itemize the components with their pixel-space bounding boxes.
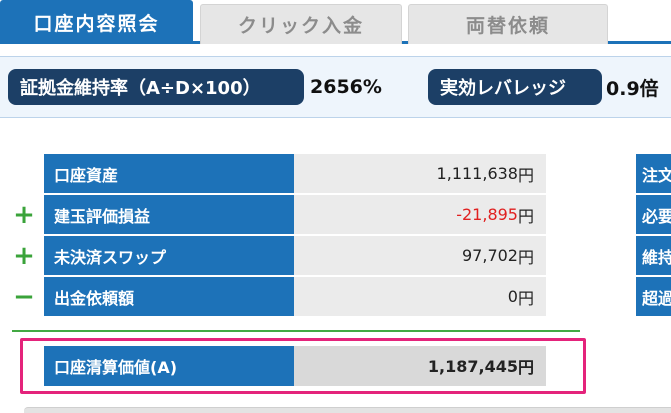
margin-summary-band: 証拠金維持率（A÷D×100） 2656% 実効レバレッジ 0.9倍 [0,56,671,118]
right-label-maintenance: 維持 [636,236,671,276]
tab-account-inquiry[interactable]: 口座内容照会 [0,0,193,44]
row-value: -21,895 円 [294,195,546,235]
minus-sign: − [13,282,35,312]
highlight-frame [20,338,586,394]
table-row-account-assets: 口座資産 1,111,638 円 [0,154,560,194]
plus-sign: + [13,200,35,230]
right-label-required: 必要 [636,195,671,235]
effective-leverage-value: 0.9倍 [606,77,659,100]
tab-click-deposit[interactable]: クリック入金 [200,4,402,44]
table-row-liquidation-value: 口座清算価値(A) 1,187,445 円 [44,346,554,386]
row-value: 1,111,638 円 [294,154,546,194]
row-label: 建玉評価損益 [44,195,294,235]
total-amount: 1,187,445 [427,356,518,376]
row-unit: 円 [517,206,534,226]
total-label: 口座清算価値(A) [44,346,294,386]
row-label: 口座資産 [44,154,294,194]
total-value: 1,187,445 円 [294,346,546,386]
right-label-order: 注文 [636,154,671,194]
plus-sign: + [13,241,35,271]
row-label: 未決済スワップ [44,236,294,276]
margin-ratio-label: 証拠金維持率（A÷D×100） [8,69,304,105]
row-amount: -21,895 [456,205,518,224]
row-value: 97,702 円 [294,236,546,276]
table-row-position-pl: + 建玉評価損益 -21,895 円 [0,195,560,235]
effective-leverage-label: 実効レバレッジ [428,69,602,105]
row-unit: 円 [517,165,534,185]
sum-divider [12,330,580,332]
row-amount: 97,702 [462,246,518,265]
row-label: 出金依頼額 [44,277,294,317]
right-label-excess: 超過 [636,277,671,317]
row-sign [12,154,36,194]
table-row-unsettled-swap: + 未決済スワップ 97,702 円 [0,236,560,276]
total-unit: 円 [517,358,534,377]
tab-exchange-request[interactable]: 両替依頼 [408,4,608,44]
next-panel-edge [24,407,671,413]
row-amount: 1,111,638 [436,164,518,183]
row-unit: 円 [517,247,534,267]
margin-ratio-value: 2656% [310,76,382,98]
row-unit: 円 [517,288,534,308]
row-amount: 0 [507,287,518,306]
tab-bar: 口座内容照会 クリック入金 両替依頼 [0,0,671,44]
